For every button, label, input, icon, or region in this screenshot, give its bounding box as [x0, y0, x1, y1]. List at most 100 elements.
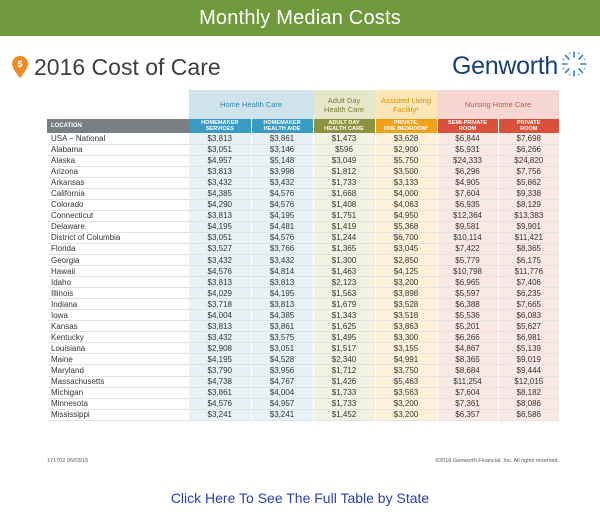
cell-semi-private-room: $8,684 [436, 364, 499, 377]
table-row: Alaska $4,957 $5,148 $3,049 $5,750 $24,333 $24… [47, 155, 560, 167]
cell-homemaker-services: $3,813 [189, 166, 251, 178]
cost-of-care-table: Home Health Care Adult Day Health Care A… [47, 90, 560, 421]
cell-location: Idaho [47, 276, 189, 289]
table-row: Arkansas $3,432 $3,432 $1,733 $3,133 $4,905 $5… [47, 177, 560, 189]
cell-private-room: $8,129 [497, 199, 560, 211]
cell-home-health-aide: $3,956 [250, 364, 314, 377]
cell-home-health-aide: $4,814 [250, 265, 314, 278]
cell-location: Delaware [47, 221, 189, 233]
cell-assisted-living: $6,700 [374, 232, 438, 244]
cell-adult-day: $1,668 [312, 188, 376, 200]
cell-semi-private-room: $6,965 [436, 276, 499, 289]
cell-assisted-living: $3,628 [374, 133, 438, 145]
cell-location: USA – National [47, 133, 189, 145]
cell-semi-private-room: $9,581 [436, 221, 499, 233]
cell-location: Hawaii [47, 265, 189, 278]
cell-location: District of Columbia [47, 232, 189, 244]
table-row: Kentucky $3,432 $3,575 $1,495 $3,300 $6,266 $6… [47, 331, 560, 344]
table-row: Iowa $4,004 $4,385 $1,343 $3,518 $5,536 $6,083 [47, 309, 560, 322]
col-assisted-line1: PRIVATE, [393, 119, 419, 126]
cell-homemaker-services: $4,195 [189, 353, 251, 366]
cell-home-health-aide: $3,861 [250, 320, 314, 333]
cell-home-health-aide: $3,241 [250, 409, 314, 421]
cell-homemaker-services: $3,813 [189, 133, 251, 145]
cell-home-health-aide: $3,998 [250, 166, 314, 178]
cell-homemaker-services: $3,432 [189, 177, 251, 189]
cell-private-room: $7,665 [497, 298, 560, 311]
cell-homemaker-services: $4,195 [189, 221, 251, 233]
cell-assisted-living: $3,155 [374, 342, 438, 355]
cell-private-room: $9,338 [497, 188, 560, 200]
cell-semi-private-room: $7,422 [436, 243, 499, 256]
cell-semi-private-room: $10,114 [436, 232, 499, 244]
cell-semi-private-room: $6,296 [436, 166, 499, 178]
cell-home-health-aide: $3,766 [250, 243, 314, 256]
cell-homemaker-services: $3,790 [189, 364, 251, 377]
cell-assisted-living: $4,000 [374, 188, 438, 200]
cell-private-room: $8,182 [497, 387, 560, 399]
cell-private-room: $24,820 [497, 155, 560, 167]
cell-adult-day: $1,419 [312, 221, 376, 233]
cell-home-health-aide: $3,051 [250, 342, 314, 355]
table-row: Michigan $3,861 $4,004 $1,733 $3,563 $7,604 $8… [47, 387, 560, 399]
cell-home-health-aide: $3,146 [250, 144, 314, 156]
group-header-row: Home Health Care Adult Day Health Care A… [47, 90, 560, 119]
cell-homemaker-services: $4,576 [189, 265, 251, 278]
table-row: Minnesota $4,576 $4,957 $1,733 $3,200 $7,361 $… [47, 398, 560, 410]
cell-home-health-aide: $3,813 [250, 276, 314, 289]
cell-private-room: $6,175 [497, 254, 560, 267]
cell-assisted-living: $2,850 [374, 254, 438, 267]
cell-adult-day: $1,408 [312, 199, 376, 211]
banner-title: Monthly Median Costs [199, 7, 401, 29]
cell-private-room: $7,698 [497, 133, 560, 145]
cell-homemaker-services: $3,051 [189, 232, 251, 244]
cell-adult-day: $1,343 [312, 309, 376, 322]
group-nursing-home-care: Nursing Home Care [437, 90, 560, 119]
cell-semi-private-room: $7,604 [436, 188, 499, 200]
cell-homemaker-services: $4,029 [189, 287, 251, 300]
cell-location: Indiana [47, 298, 189, 311]
cell-semi-private-room: $4,905 [436, 177, 499, 189]
cell-homemaker-services: $4,957 [189, 155, 251, 167]
cell-location: Massachusetts [47, 376, 189, 388]
cell-adult-day: $1,733 [312, 398, 376, 410]
cell-location: Arkansas [47, 177, 189, 189]
cell-home-health-aide: $4,767 [250, 376, 314, 388]
cell-private-room: $12,015 [497, 376, 560, 388]
col-semi-line2: ROOM [458, 126, 477, 132]
cell-adult-day: $1,426 [312, 376, 376, 388]
cell-assisted-living: $3,518 [374, 309, 438, 322]
full-table-link[interactable]: Click Here To See The Full Table by Stat… [170, 490, 430, 506]
cell-homemaker-services: $3,813 [189, 276, 251, 289]
document-id: 171702 06/03/16 [47, 458, 89, 464]
table-row: Colorado $4,290 $4,576 $1,408 $4,063 $6,935 $8… [47, 199, 560, 211]
cell-home-health-aide: $4,195 [250, 287, 314, 300]
cell-adult-day: $1,463 [312, 265, 376, 278]
cell-adult-day: $1,733 [312, 387, 376, 399]
cell-homemaker-services: $3,051 [189, 144, 251, 156]
cell-assisted-living: $2,900 [374, 144, 438, 156]
table-row: Massachusetts $4,738 $4,767 $1,426 $5,463 $11… [47, 376, 560, 388]
cell-adult-day: $1,517 [312, 342, 376, 355]
table-row: Florida $3,527 $3,766 $1,365 $3,045 $7,422 $8,… [47, 243, 560, 256]
cell-assisted-living: $4,991 [374, 353, 438, 366]
cell-location: Louisiana [47, 342, 189, 355]
cell-private-room: $11,421 [497, 232, 560, 244]
cell-assisted-living: $3,750 [374, 364, 438, 377]
col-homemaker-line2: SERVICES [205, 126, 234, 132]
group-adult-line2: Health Care [324, 104, 365, 114]
cell-assisted-living: $3,200 [374, 276, 438, 289]
table-row: Indiana $3,718 $3,813 $1,679 $3,528 $6,388 $7,… [47, 298, 560, 311]
cell-adult-day: $1,563 [312, 287, 376, 300]
cell-home-health-aide: $4,385 [250, 309, 314, 322]
svg-text:$: $ [17, 59, 22, 69]
cell-assisted-living: $3,200 [374, 398, 438, 410]
cell-homemaker-services: $4,385 [189, 188, 251, 200]
group-home-health-care: Home Health Care [189, 90, 314, 119]
table-row: Arizona $3,813 $3,998 $1,812 $3,500 $6,296 $7,… [47, 166, 560, 178]
page-header: $ 2016 Cost of Care Genworth [12, 48, 588, 84]
brand-logo-text: Genworth [452, 52, 558, 80]
copyright-notice: ©2016 Genworth Financial, Inc. All right… [435, 458, 559, 464]
cell-homemaker-services: $2,908 [189, 342, 251, 355]
cell-private-room: $8,086 [497, 398, 560, 410]
